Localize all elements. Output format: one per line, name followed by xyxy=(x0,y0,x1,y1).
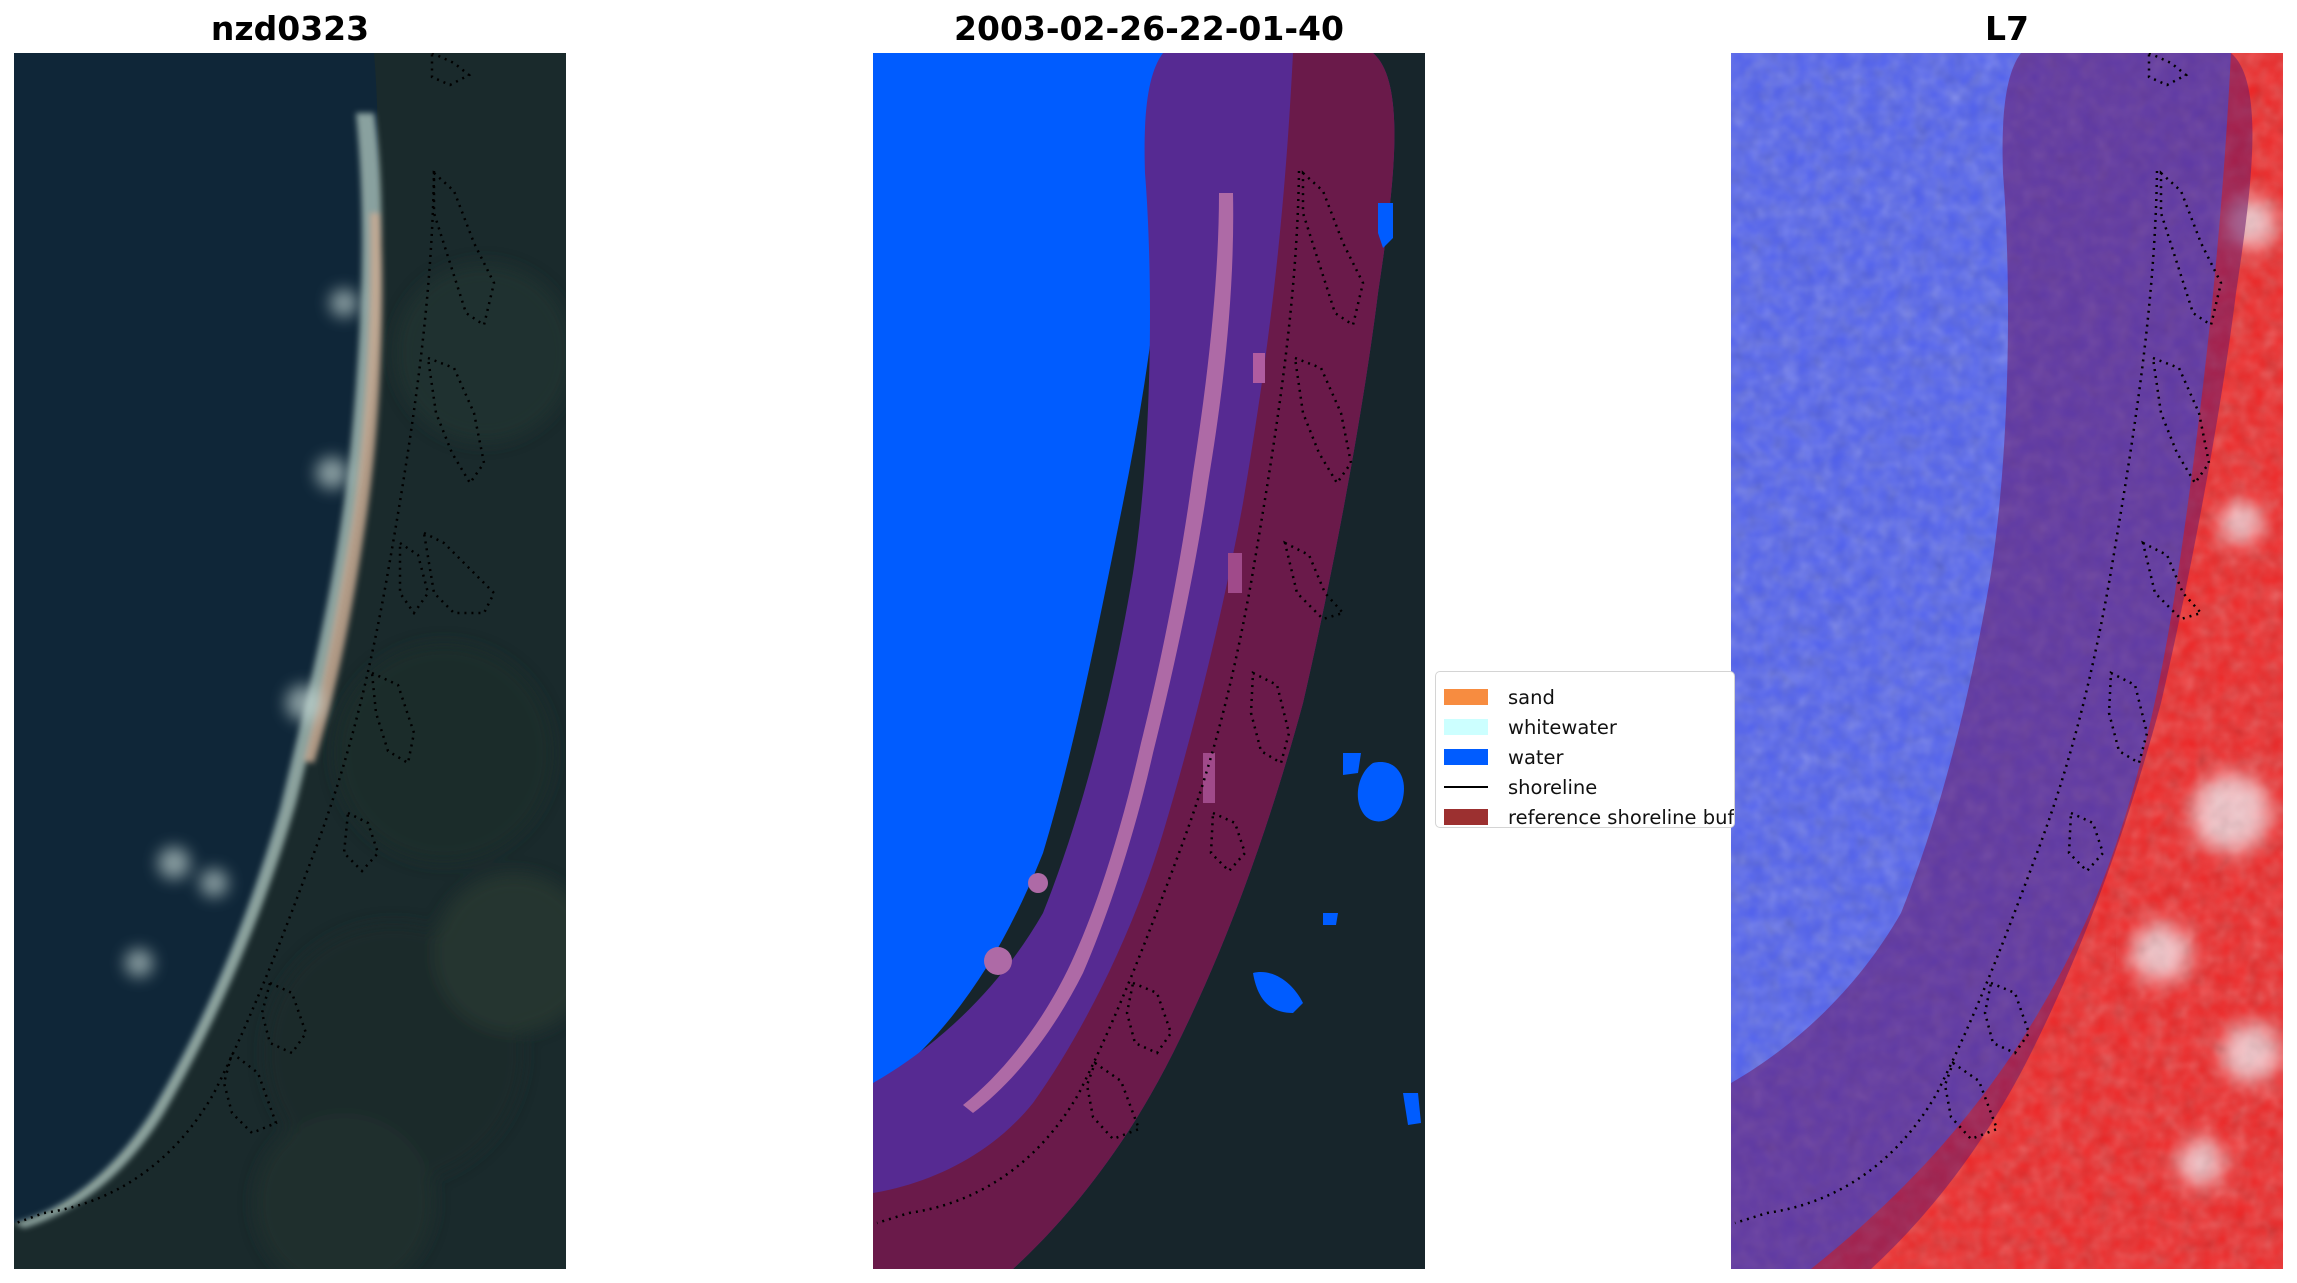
water-index-image xyxy=(1731,53,2283,1269)
legend-swatch-shoreline xyxy=(1444,786,1488,788)
rgb-satellite-image xyxy=(14,53,566,1269)
legend-swatch-sand xyxy=(1444,689,1488,705)
classified-image-panel xyxy=(873,53,1425,1269)
index-image-panel xyxy=(1731,53,2283,1269)
legend-swatch-reference-shoreline-buffer xyxy=(1444,809,1488,825)
panel-title-index: L7 xyxy=(1985,9,2029,48)
legend-label-shoreline: shoreline xyxy=(1508,775,1598,799)
legend-item-water: water xyxy=(1444,745,1564,769)
panel-title-rgb: nzd0323 xyxy=(210,9,370,48)
legend-item-shoreline: shoreline xyxy=(1444,775,1597,799)
legend-label-whitewater: whitewater xyxy=(1508,715,1617,739)
legend-item-whitewater: whitewater xyxy=(1444,715,1617,739)
legend-item-sand: sand xyxy=(1444,685,1555,709)
legend-label-water: water xyxy=(1508,745,1564,769)
rgb-image-panel xyxy=(14,53,566,1269)
legend: sand whitewater water shoreline referenc… xyxy=(1435,671,1735,828)
panel-title-classified: 2003-02-26-22-01-40 xyxy=(954,9,1344,48)
legend-swatch-water xyxy=(1444,749,1488,765)
legend-label-sand: sand xyxy=(1508,685,1555,709)
legend-swatch-whitewater xyxy=(1444,719,1488,735)
classified-image xyxy=(873,53,1425,1269)
legend-item-reference-shoreline-buffer: reference shoreline buffer xyxy=(1444,805,1735,828)
legend-label-reference-shoreline-buffer: reference shoreline buffer xyxy=(1508,805,1735,828)
